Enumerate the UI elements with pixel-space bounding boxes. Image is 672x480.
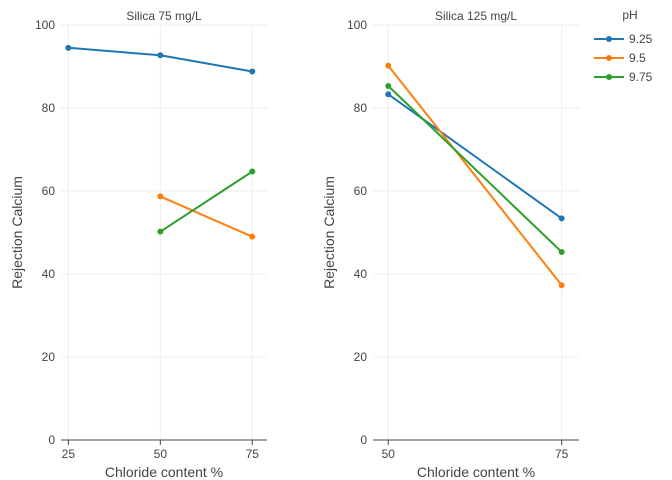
data-point-9.5: [558, 282, 565, 289]
legend-swatch-marker: [606, 74, 612, 80]
y-axis-title: Rejection Calcium: [9, 176, 25, 289]
data-point-9.25: [558, 215, 565, 222]
y-tick-label: 40: [42, 267, 56, 281]
legend-item-9.75[interactable]: 9.75: [594, 70, 653, 84]
y-tick-label: 100: [35, 18, 55, 32]
x-axis-title: Chloride content %: [417, 464, 535, 480]
legend-swatch-marker: [606, 36, 612, 42]
y-tick-label: 60: [42, 184, 56, 198]
data-point-9.75: [385, 83, 392, 90]
y-tick-label: 20: [42, 350, 56, 364]
y-axis-title: Rejection Calcium: [321, 176, 337, 289]
panel-1: 0 20 40 60 80 100 25 50 75 Silica 75 mg/L Chloride…: [9, 9, 267, 480]
data-point-9.75: [558, 249, 565, 256]
y-tick-label: 20: [354, 350, 368, 364]
x-tick-label: 50: [154, 447, 168, 461]
x-tick-label: 75: [555, 447, 569, 461]
series-line-9.75: [387, 85, 563, 253]
series-line-9.5: [387, 65, 563, 286]
x-axis-title: Chloride content %: [105, 464, 223, 480]
series-line-9.25: [387, 93, 563, 220]
legend-label: 9.75: [629, 70, 653, 84]
panel-title: Silica 125 mg/L: [435, 9, 517, 23]
data-point-9.5: [157, 193, 164, 200]
y-tick-label: 0: [360, 433, 367, 447]
y-tick-label: 100: [347, 18, 367, 32]
data-point-9.5: [385, 62, 392, 69]
data-point-9.5: [249, 233, 256, 240]
legend: pH 9.25 9.5 9.75: [594, 8, 653, 84]
data-point-9.75: [249, 168, 256, 175]
y-tick-label: 80: [354, 101, 368, 115]
legend-item-9.5[interactable]: 9.5: [594, 51, 646, 65]
data-point-9.25: [249, 68, 256, 75]
x-tick-label: 50: [382, 447, 396, 461]
x-tick-label: 75: [246, 447, 260, 461]
legend-label: 9.25: [629, 32, 653, 46]
legend-item-9.25[interactable]: 9.25: [594, 32, 653, 46]
panel-title: Silica 75 mg/L: [126, 9, 202, 23]
panel-2: 0 20 40 60 80 100 50 75 Silica 125 mg/L Chloride …: [321, 9, 579, 480]
data-point-9.75: [157, 228, 164, 235]
data-point-9.25: [65, 44, 72, 51]
series-line-9.5: [159, 195, 253, 238]
data-point-9.25: [157, 52, 164, 59]
y-tick-label: 40: [354, 267, 368, 281]
legend-swatch-marker: [606, 55, 612, 61]
series-line-9.75: [159, 170, 253, 233]
x-tick-label: 25: [62, 447, 76, 461]
y-tick-label: 80: [42, 101, 56, 115]
y-tick-label: 60: [354, 184, 368, 198]
data-point-9.25: [385, 91, 392, 98]
y-tick-label: 0: [48, 433, 55, 447]
legend-title: pH: [622, 8, 637, 22]
legend-label: 9.5: [629, 51, 646, 65]
